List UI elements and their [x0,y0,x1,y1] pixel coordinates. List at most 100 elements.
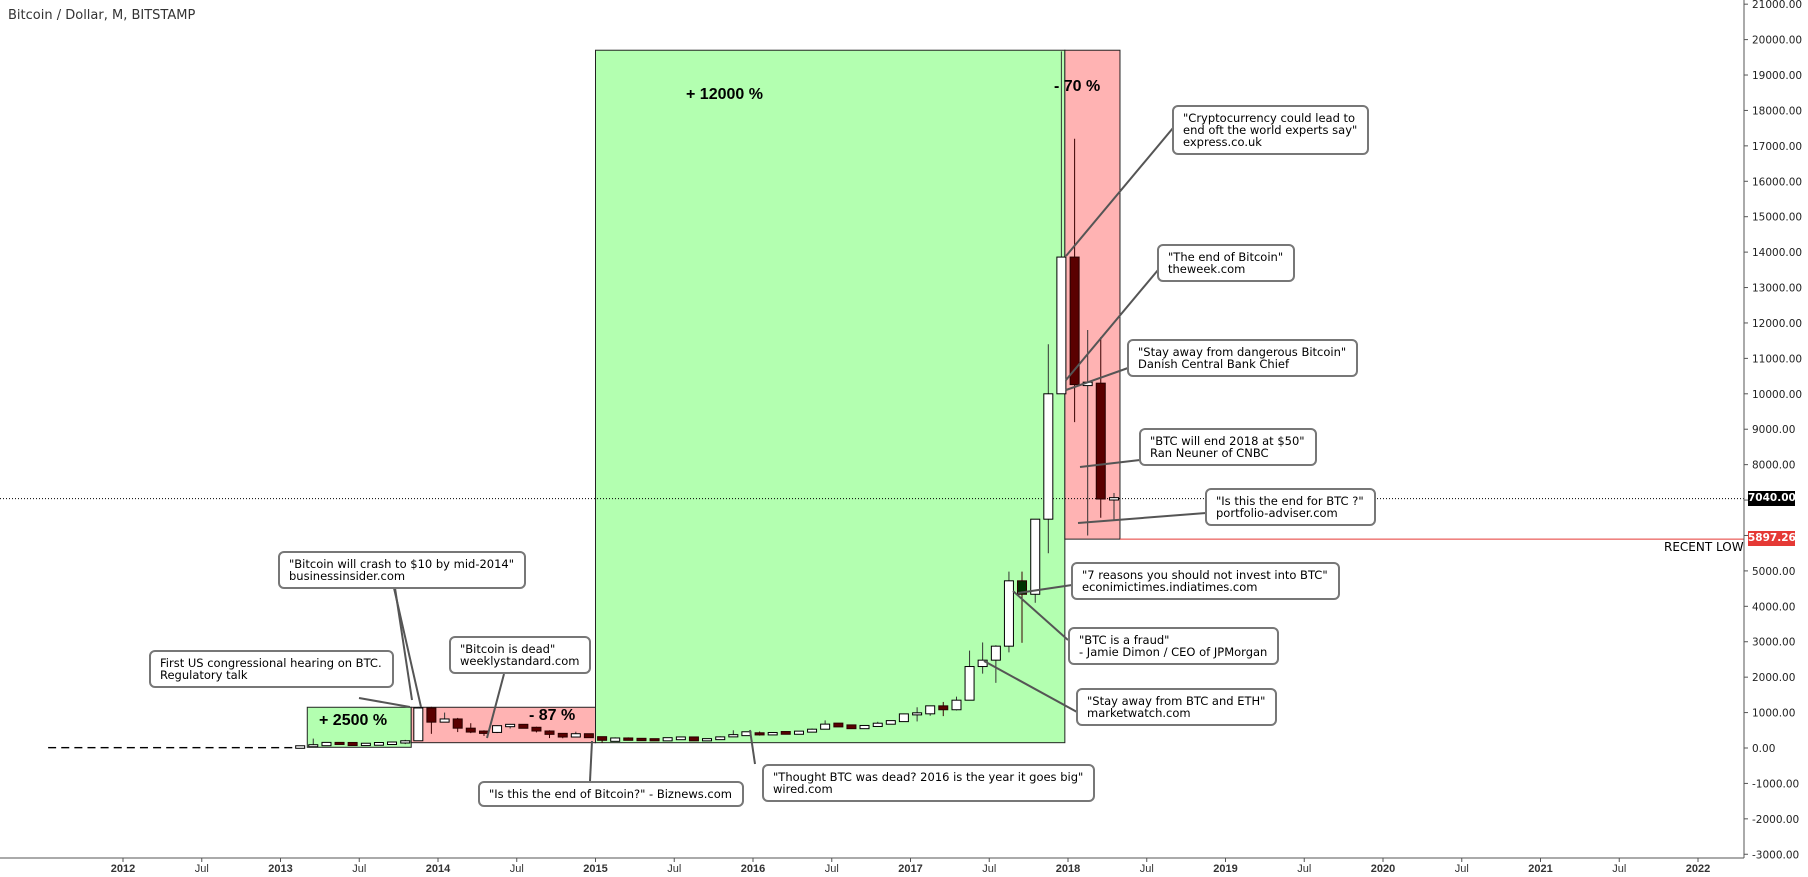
connector [486,673,505,739]
y-tick-label: -3000.00 [1752,849,1799,861]
x-tick-label: Jul [667,863,681,875]
x-tick-label: Jul [1455,863,1469,875]
x-tick-label: Jul [1612,863,1626,875]
candle-body [1043,393,1054,520]
candle-body [859,724,870,730]
chart-title: Bitcoin / Dollar, M, BITSTAMP [8,8,196,23]
x-tick-label: 2013 [268,863,292,875]
candle-body [846,724,857,730]
candle-body [820,723,831,730]
candle-body [570,733,581,738]
connector [394,587,413,701]
candle-body [295,745,306,749]
zone-label-87: - 87 % [529,707,576,724]
candle-body [1069,256,1080,386]
connector [1017,584,1073,594]
connector [1079,459,1141,468]
candle-body [347,741,358,747]
candle-body [990,645,1001,661]
price-lines [0,498,1744,540]
annotation-economictimes: "7 reasons you should not invest into BT… [1071,562,1340,600]
annotation-biznews: "Is this the end of Bitcoin?" - Biznews.… [478,781,744,807]
candle-body [597,736,608,741]
connector [1065,367,1129,391]
x-tick-label: 2022 [1686,863,1710,875]
y-tick-label: 19000.00 [1752,70,1802,82]
candle-body [531,726,542,732]
candle-body [492,725,503,733]
x-tick-label: Jul [1297,863,1311,875]
y-tick-label: 13000.00 [1752,283,1802,295]
annotation-express: "Cryptocurrency could lead to end oft th… [1172,105,1370,155]
zone-0 [306,706,412,748]
candle-body [754,732,765,736]
candle-body [1017,580,1028,595]
annotation-congressional-hearing: First US congressional hearing on BTC. R… [149,650,394,688]
candle-body [610,737,621,742]
y-tick-label: 5000.00 [1752,566,1795,578]
connector [1012,590,1069,641]
y-tick-label: 17000.00 [1752,141,1802,153]
candle-body [898,713,909,723]
x-tick-label: 2016 [741,863,765,875]
x-tick-label: 2017 [898,863,922,875]
candle-body [925,705,936,715]
current-price-badge: 7040.00 [1748,491,1796,506]
recent-low-label: RECENT LOW [1664,540,1744,554]
x-tick-label: 2019 [1213,863,1237,875]
y-tick-label: 4000.00 [1752,601,1795,613]
connector [983,660,1078,713]
y-tick-label: 0.00 [1752,743,1775,755]
y-tick-label: 16000.00 [1752,176,1802,188]
x-tick-label: Jul [1140,863,1154,875]
annotation-theweek: "The end of Bitcoin" theweek.com [1157,244,1296,282]
candle-body [938,705,949,711]
candle-body [715,736,726,741]
candle-body [675,736,686,741]
candle-body [360,742,371,747]
x-tick-label: 2014 [426,863,451,875]
candle-body [807,728,818,733]
recent-low-badge: 5897.26 [1748,531,1796,546]
candle-body [452,718,463,729]
annotation-portfolio-adviser: "Is this the end for BTC ?" portfolio-ad… [1205,488,1376,526]
candle-body [872,722,883,727]
candle-body [964,666,975,701]
y-tick-label: 14000.00 [1752,247,1802,259]
x-tick-label: Jul [825,863,839,875]
annotation-weeklystandard: "Bitcoin is dead" weeklystandard.com [449,636,592,674]
candle-body [662,737,673,742]
candle-body [373,742,384,746]
candle-body [413,707,424,742]
candle-body [387,741,398,746]
candle-body [1030,518,1041,595]
annotation-danish-central-bank: "Stay away from dangerous Bitcoin" Danis… [1127,339,1359,377]
zone-label-12000: + 12000 % [686,86,763,103]
connector [749,729,756,765]
candle-body [465,727,476,733]
candle-body [688,736,699,742]
candle-body [544,730,555,735]
candle-body [885,720,896,725]
y-tick-label: 1000.00 [1752,708,1795,720]
y-tick-label: 11000.00 [1752,353,1802,365]
connector [589,740,593,782]
y-tick-label: 3000.00 [1752,637,1795,649]
candle-body [912,712,923,716]
annotation-connectors [358,127,1207,782]
x-tick-label: Jul [352,863,366,875]
candle-body [1003,580,1014,647]
x-tick-label: 2012 [111,863,135,875]
candle-body [649,738,660,742]
x-tick-label: 2021 [1528,863,1552,875]
candle-body [1056,256,1067,395]
y-tick-label: 18000.00 [1752,105,1802,117]
x-tick-label: Jul [982,863,996,875]
candle-body [321,741,332,747]
annotation-wired: "Thought BTC was dead? 2016 is the year … [762,764,1096,802]
y-tick-label: 12000.00 [1752,318,1802,330]
candle-body [833,722,844,728]
x-tick-label: Jul [195,863,209,875]
